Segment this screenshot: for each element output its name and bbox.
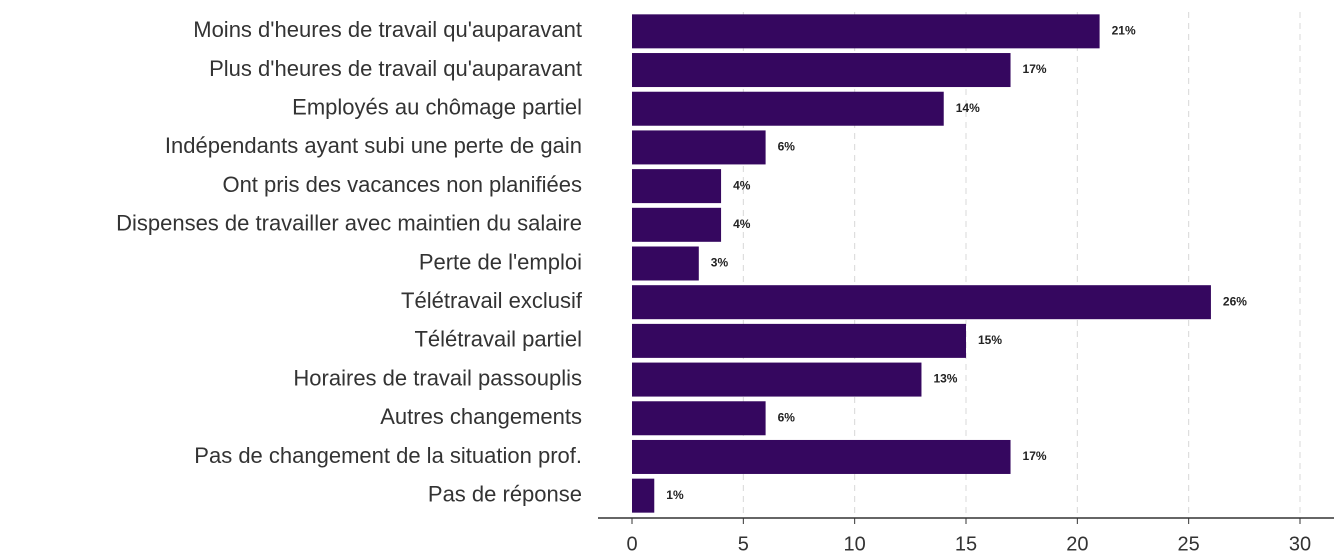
value-label: 4% [733,217,751,231]
x-tick-label: 30 [1289,533,1311,555]
x-tick-label: 15 [955,533,977,555]
bar [632,207,722,242]
value-label: 1% [666,488,684,502]
y-tick-label: Autres changements [380,404,582,429]
value-label: 6% [778,140,796,154]
y-tick-label: Dispenses de travailler avec maintien du… [116,211,582,236]
y-tick-label: Pas de réponse [428,481,582,506]
bar [632,285,1211,320]
value-label: 13% [933,372,957,386]
y-tick-label: Employés au chômage partiel [292,95,582,120]
bar [632,362,922,397]
x-tick-label: 25 [1178,533,1200,555]
bar [632,130,766,165]
y-tick-label: Pas de changement de la situation prof. [194,443,582,468]
value-label: 3% [711,256,729,270]
value-label: 6% [778,410,796,424]
x-tick-label: 0 [626,533,637,555]
y-tick-label: Plus d'heures de travail qu'auparavant [209,56,582,81]
x-tick-label: 5 [738,533,749,555]
bar [632,478,655,513]
y-tick-label: Horaires de travail passouplis [293,365,582,390]
bar [632,323,966,358]
y-tick-label: Télétravail exclusif [401,288,583,313]
bar [632,91,944,126]
value-label: 14% [956,101,980,115]
value-label: 26% [1223,294,1247,308]
bar [632,53,1011,88]
x-tick-label: 10 [844,533,866,555]
bar [632,401,766,436]
y-tick-label: Télétravail partiel [414,327,582,352]
y-tick-label: Ont pris des vacances non planifiées [222,172,582,197]
bar [632,246,699,281]
value-label: 17% [1023,62,1047,76]
bar [632,169,722,204]
x-tick-label: 20 [1066,533,1088,555]
bar [632,14,1100,49]
y-tick-label: Moins d'heures de travail qu'auparavant [193,17,582,42]
value-label: 15% [978,333,1002,347]
value-label: 4% [733,178,751,192]
value-label: 17% [1023,449,1047,463]
y-tick-label: Indépendants ayant subi une perte de gai… [165,133,582,158]
bar [632,439,1011,474]
y-tick-label: Perte de l'emploi [419,249,582,274]
value-label: 21% [1112,24,1136,38]
